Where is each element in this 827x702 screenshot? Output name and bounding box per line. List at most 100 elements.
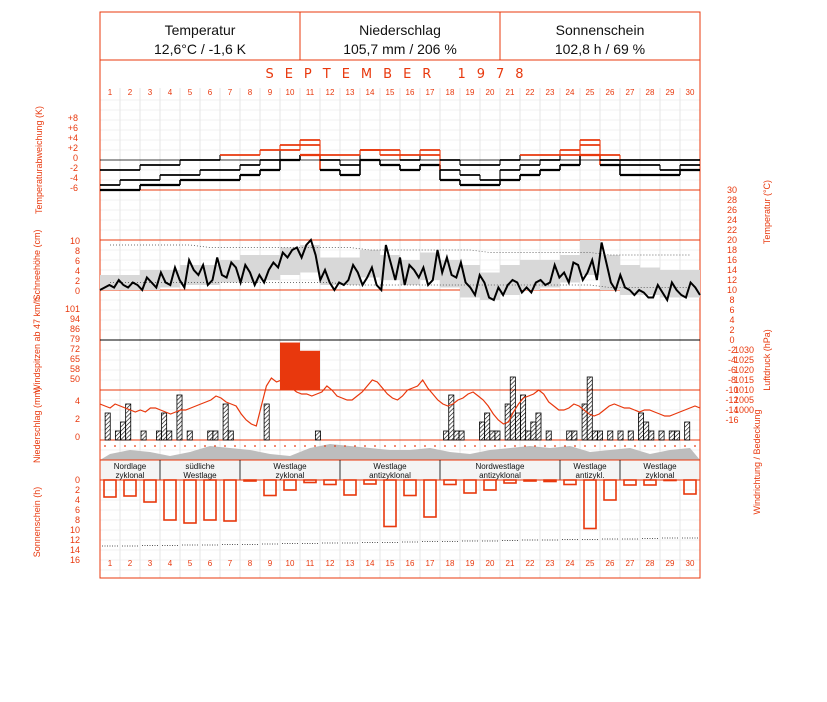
precipitation-bar [207, 430, 214, 441]
temperature-tick-label: -6 [728, 365, 736, 375]
wind-direction-marker [284, 445, 286, 447]
precipitation-bar [525, 430, 532, 441]
pressure-axis-label: Luftdruck (hPa) [762, 329, 772, 391]
sunshine-bar [483, 479, 497, 491]
day-label: 11 [306, 88, 315, 97]
day-label: 9 [268, 88, 273, 97]
pressure-tick-label: 1010 [734, 385, 754, 395]
day-label: 3 [148, 88, 153, 97]
anomaly-tick-label: +4 [68, 133, 78, 143]
sunshine-tick-label: 8 [75, 515, 80, 525]
precipitation-bar [448, 394, 455, 441]
day-label: 28 [646, 88, 655, 97]
precipitation-bar [520, 394, 527, 441]
anomaly-tick-label: 0 [73, 153, 78, 163]
sunshine-bar [583, 479, 597, 530]
wind-direction-marker [604, 445, 606, 447]
temperature-tick-label: 6 [729, 305, 734, 315]
wind-direction-marker [644, 445, 646, 447]
day-label: 3 [148, 559, 153, 568]
day-label: 4 [168, 88, 173, 97]
precipitation-bar [222, 403, 229, 441]
temperature-tick-label: 18 [727, 245, 737, 255]
sunshine-tick-label: 16 [70, 555, 80, 565]
wind-direction-marker [124, 445, 126, 447]
precipitation-bar [586, 376, 593, 441]
precipitation-bar [443, 430, 450, 441]
pressure-tick-label: 1025 [734, 355, 754, 365]
weather-type-label: Westlage antizyklonal [369, 462, 411, 480]
wind-direction-marker [654, 445, 656, 447]
temperature-range-band [520, 260, 540, 290]
pressure-tick-label: 1005 [734, 395, 754, 405]
sunshine-bar [243, 479, 257, 482]
wind-direction-marker [624, 445, 626, 447]
wind-direction-marker [104, 445, 106, 447]
wind-direction-marker [414, 445, 416, 447]
precipitation-bar [484, 412, 491, 441]
temperature-title: Temperatur [164, 22, 236, 38]
sunshine-value: 102,8 h / 69 % [554, 41, 646, 57]
wind-axis-label: Windspitzen ab 47 km/h [32, 297, 42, 393]
precipitation-bar [212, 430, 219, 441]
day-label: 7 [228, 88, 233, 97]
day-label: 19 [466, 88, 475, 97]
wind-direction-marker [134, 445, 136, 447]
snow-tick-label: 8 [75, 246, 80, 256]
sunshine-bar [683, 479, 697, 495]
temperature-tick-label: 4 [729, 315, 734, 325]
day-label: 14 [366, 88, 375, 97]
temperature-tick-label: -4 [728, 355, 736, 365]
precipitation-bar [166, 430, 173, 441]
day-label: 23 [546, 559, 555, 568]
precipitation-bar [176, 394, 183, 441]
precipitation-bar [617, 430, 624, 441]
wind-direction-marker [464, 445, 466, 447]
wind-direction-marker [324, 445, 326, 447]
snow-tick-label: 0 [75, 286, 80, 296]
day-label: 15 [386, 88, 395, 97]
wind-tick-label: 65 [70, 354, 80, 364]
wind-tick-label: 72 [70, 344, 80, 354]
day-label: 20 [486, 559, 495, 568]
wind-tick-label: 50 [70, 374, 80, 384]
precip-axis-label: Niederschlag (mm) [32, 387, 42, 463]
temperature-tick-label: 8 [729, 295, 734, 305]
snow-axis-label: Schneehöhe (cm) [32, 229, 42, 300]
sunshine-bar [343, 479, 357, 496]
precipitation-bar [627, 430, 634, 441]
temperature-tick-label: -12 [725, 395, 738, 405]
wind-direction-marker [204, 445, 206, 447]
precipitation-bar [591, 430, 598, 441]
temperature-tick-label: 30 [727, 185, 737, 195]
weather-type-label: Nordwestlage antizyklonal [476, 462, 525, 480]
sunshine-tick-label: 0 [75, 475, 80, 485]
wind-direction-marker [394, 445, 396, 447]
wind-direction-marker [484, 445, 486, 447]
day-label: 28 [646, 559, 655, 568]
precipitation-bar [156, 430, 162, 441]
wind-direction-marker [684, 445, 686, 447]
temperature-range-band [340, 257, 360, 285]
pressure-line [99, 377, 701, 427]
day-label: 24 [566, 559, 575, 568]
wind-direction-marker [514, 445, 516, 447]
precip-tick-label: 4 [75, 396, 80, 406]
wind-gust-bar [280, 342, 300, 390]
wind-tick-label: 86 [70, 324, 80, 334]
day-label: 16 [406, 88, 415, 97]
temperature-tick-label: 22 [727, 225, 737, 235]
wind-direction-marker [314, 445, 316, 447]
day-label: 13 [346, 88, 355, 97]
temperature-tick-label: 24 [727, 215, 737, 225]
sunshine-tick-label: 4 [75, 495, 80, 505]
sunshine-bar [603, 479, 617, 501]
sunshine-bar [143, 479, 157, 503]
wind-gust-bar [300, 350, 320, 390]
precipitation-bar [314, 430, 321, 441]
temperature-range-band [180, 265, 200, 285]
wind-direction-marker [114, 445, 116, 447]
day-label: 5 [188, 88, 193, 97]
sunshine-bar [643, 479, 657, 486]
